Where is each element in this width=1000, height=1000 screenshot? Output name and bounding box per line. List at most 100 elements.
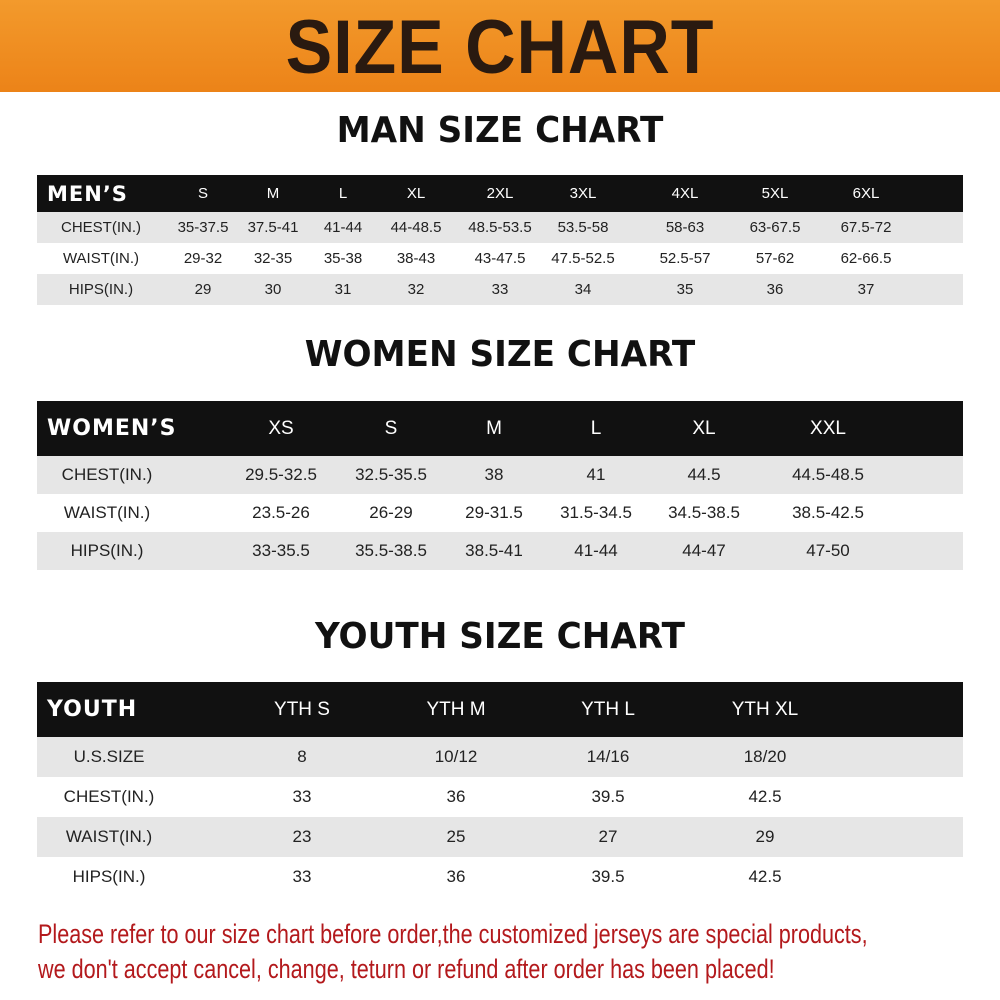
table-row: WAIST(IN.) 29-32 32-35 35-38 38-43 43-47.5 47.…	[37, 243, 963, 274]
table-row: WAIST(IN.) 23 25 27 29	[37, 817, 963, 857]
youth-section-title: YOUTH SIZE CHART	[315, 616, 685, 657]
banner: SIZE CHART	[0, 0, 1000, 92]
women-corner-label: WOMEN’S	[47, 416, 177, 441]
table-cell: 29	[755, 827, 775, 846]
table-cell: 36	[766, 281, 784, 298]
table-cell: 25	[446, 827, 466, 846]
size-header: YTH L	[581, 698, 635, 720]
size-header: YTH XL	[731, 698, 799, 720]
table-cell: 33-35.5	[252, 541, 310, 560]
table-cell: 38-43	[396, 250, 436, 267]
table-cell: 32	[407, 281, 425, 298]
table-row: CHEST(IN.) 35-37.5 37.5-41 41-44 44-48.5 48.5…	[37, 212, 963, 243]
size-header: 3XL	[569, 185, 597, 202]
size-header: L	[338, 185, 348, 202]
table-cell: 14/16	[586, 747, 630, 766]
table-cell: 18/20	[743, 747, 787, 766]
notice-line-2: we don't accept cancel, change, teturn o…	[38, 954, 775, 984]
table-cell: 33	[292, 867, 312, 886]
table-cell: 58-63	[665, 219, 705, 236]
table-cell: 34.5-38.5	[668, 503, 740, 522]
table-cell: 48.5-53.5	[468, 219, 532, 236]
banner-title: SIZE CHART	[285, 5, 715, 90]
men-size-table: MEN’S S M L XL 2XL 3XL 4XL 5XL 6XL CHEST(IN.) 35-37…	[37, 175, 963, 305]
table-cell: 8	[297, 747, 307, 766]
size-header: S	[384, 417, 398, 439]
youth-corner-label: YOUTH	[47, 697, 138, 722]
table-cell: 35	[676, 281, 694, 298]
size-header: S	[197, 185, 209, 202]
table-cell: 31.5-34.5	[560, 503, 632, 522]
table-cell: 44.5-48.5	[792, 465, 864, 484]
table-cell: 39.5	[591, 867, 625, 886]
table-cell: 35.5-38.5	[355, 541, 427, 560]
table-cell: 29-32	[183, 250, 223, 267]
table-cell: 39.5	[591, 787, 625, 806]
table-cell: 23	[292, 827, 312, 846]
size-header: 4XL	[671, 185, 699, 202]
table-row: HIPS(IN.) 29 30 31 32 33 34 35 36 37	[37, 274, 963, 305]
size-header: 2XL	[486, 185, 514, 202]
table-row: CHEST(IN.) 33 36 39.5 42.5	[37, 777, 963, 817]
size-header: XXL	[810, 417, 846, 439]
youth-size-table: YOUTH YTH S YTH M YTH L YTH XL U.S.SIZE 8 10/12…	[37, 682, 963, 897]
table-cell: 34	[574, 281, 592, 298]
size-header: L	[590, 417, 602, 439]
row-label: WAIST(IN.)	[62, 250, 140, 267]
table-cell: 41-44	[574, 541, 618, 560]
row-label: CHEST(IN.)	[61, 219, 141, 236]
table-cell: 27	[598, 827, 618, 846]
table-row: CHEST(IN.) 29.5-32.5 32.5-35.5 38 41 44.5 44.5…	[37, 456, 963, 494]
row-label: HIPS(IN.)	[72, 867, 146, 886]
youth-header-row: YOUTH YTH S YTH M YTH L YTH XL	[37, 682, 963, 737]
table-cell: 35-38	[323, 250, 363, 267]
row-label: WAIST(IN.)	[63, 503, 151, 522]
table-cell: 44-48.5	[390, 219, 442, 236]
table-cell: 33	[491, 281, 509, 298]
women-size-table: WOMEN’S XS S M L XL XXL CHEST(IN.) 29.5-32.5 32.5…	[37, 401, 963, 570]
table-cell: 47.5-52.5	[551, 250, 615, 267]
table-cell: 31	[334, 281, 352, 298]
row-label: HIPS(IN.)	[68, 281, 134, 298]
table-cell: 29.5-32.5	[245, 465, 317, 484]
table-cell: 42.5	[748, 787, 782, 806]
table-cell: 32-35	[253, 250, 293, 267]
row-label: U.S.SIZE	[73, 747, 145, 766]
table-row: U.S.SIZE 8 10/12 14/16 18/20	[37, 737, 963, 777]
size-header: M	[266, 185, 280, 202]
table-cell: 33	[292, 787, 312, 806]
table-cell: 44-47	[682, 541, 726, 560]
row-label: HIPS(IN.)	[70, 541, 144, 560]
table-cell: 44.5	[687, 465, 721, 484]
size-header: 6XL	[852, 185, 880, 202]
table-cell: 41-44	[323, 219, 363, 236]
table-cell: 26-29	[369, 503, 413, 522]
men-corner-label: MEN’S	[47, 181, 128, 206]
table-cell: 35-37.5	[177, 219, 229, 236]
row-label: WAIST(IN.)	[65, 827, 153, 846]
table-cell: 37	[857, 281, 875, 298]
table-cell: 10/12	[434, 747, 478, 766]
table-cell: 29	[194, 281, 212, 298]
table-cell: 57-62	[755, 250, 795, 267]
size-header: XS	[268, 417, 294, 439]
table-cell: 41	[586, 465, 606, 484]
notice-line-1: Please refer to our size chart before or…	[38, 919, 868, 949]
table-row: HIPS(IN.) 33-35.5 35.5-38.5 38.5-41 41-44 44-…	[37, 532, 963, 570]
size-header: YTH S	[274, 698, 330, 720]
table-cell: 36	[446, 787, 466, 806]
table-cell: 67.5-72	[840, 219, 892, 236]
table-row: WAIST(IN.) 23.5-26 26-29 29-31.5 31.5-34.5 34…	[37, 494, 963, 532]
table-cell: 53.5-58	[557, 219, 609, 236]
table-cell: 32.5-35.5	[355, 465, 427, 484]
table-cell: 36	[446, 867, 466, 886]
table-cell: 38.5-42.5	[792, 503, 864, 522]
table-cell: 38	[484, 465, 504, 484]
table-cell: 42.5	[748, 867, 782, 886]
table-cell: 52.5-57	[659, 250, 711, 267]
men-header-row: MEN’S S M L XL 2XL 3XL 4XL 5XL 6XL	[37, 175, 963, 212]
table-cell: 63-67.5	[749, 219, 801, 236]
size-header: M	[486, 417, 502, 439]
men-section-title: MAN SIZE CHART	[336, 110, 664, 151]
size-header: 5XL	[761, 185, 789, 202]
